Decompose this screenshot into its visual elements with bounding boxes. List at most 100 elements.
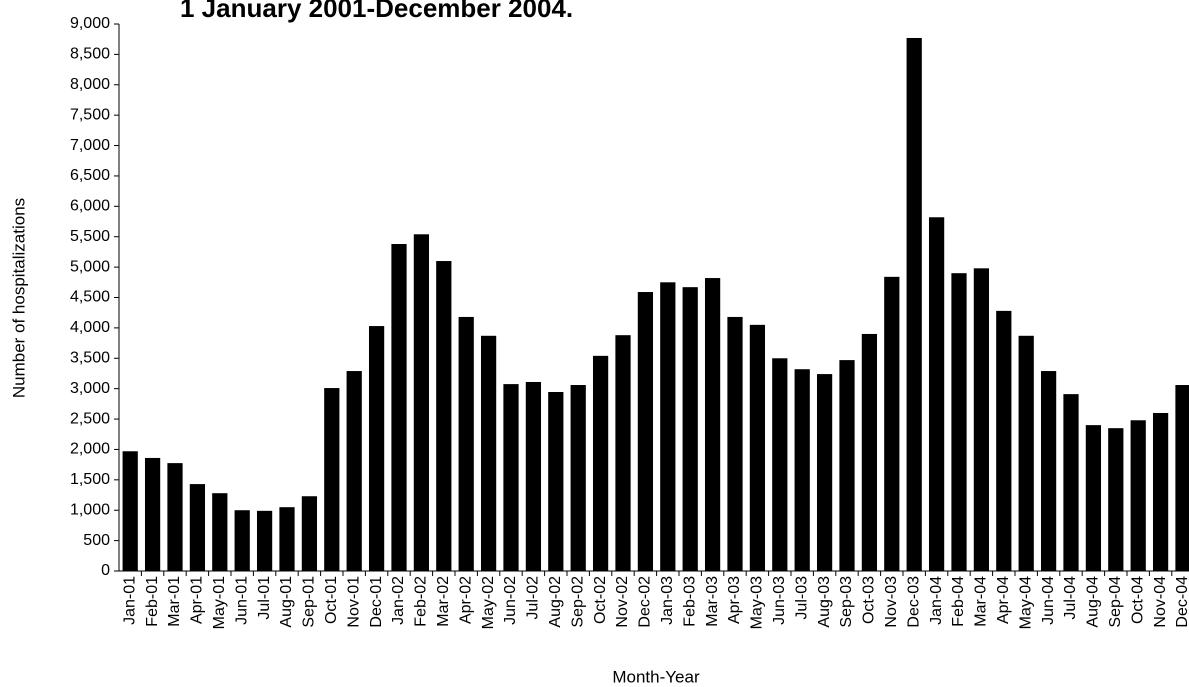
y-tick-label: 3,500 bbox=[70, 349, 110, 366]
x-tick-label: May-04 bbox=[1017, 576, 1034, 629]
x-tick-label: Jan-02 bbox=[390, 576, 407, 625]
x-tick-label: Jul-02 bbox=[525, 576, 542, 620]
y-tick-label: 4,000 bbox=[70, 319, 110, 336]
x-tick-label: Jun-04 bbox=[1040, 576, 1057, 625]
bar bbox=[704, 278, 721, 571]
x-tick-label: Oct-04 bbox=[1129, 576, 1146, 624]
x-tick-label: Aug-01 bbox=[278, 576, 295, 628]
y-tick-label: 7,000 bbox=[70, 137, 110, 154]
x-tick-label: Sep-03 bbox=[838, 576, 855, 628]
x-tick-label: Sep-01 bbox=[301, 576, 318, 628]
y-tick-label: 2,000 bbox=[70, 441, 110, 458]
y-tick-label: 4,500 bbox=[70, 289, 110, 306]
bar bbox=[413, 234, 430, 571]
x-axis-label: Month-Year bbox=[612, 667, 700, 686]
bar bbox=[906, 37, 922, 572]
bar bbox=[637, 292, 654, 571]
y-tick-label: 500 bbox=[83, 532, 110, 549]
bar bbox=[928, 217, 945, 572]
y-tick-label: 7,500 bbox=[70, 106, 110, 123]
y-tick-label: 1,500 bbox=[70, 471, 110, 488]
bar bbox=[660, 282, 676, 571]
bar bbox=[727, 316, 743, 571]
bar bbox=[1085, 425, 1102, 571]
y-axis-label: Number of hospitalizations bbox=[9, 198, 28, 398]
x-tick-label: Mar-04 bbox=[973, 576, 990, 627]
bar bbox=[480, 335, 497, 571]
bar bbox=[122, 451, 138, 571]
x-tick-label: Apr-02 bbox=[457, 576, 474, 624]
bar bbox=[1130, 420, 1146, 571]
bar bbox=[346, 371, 362, 571]
bar bbox=[144, 457, 161, 571]
x-tick-label: Feb-04 bbox=[950, 576, 967, 627]
x-tick-label: Aug-04 bbox=[1085, 576, 1102, 628]
x-tick-label: May-02 bbox=[480, 576, 497, 629]
bar bbox=[682, 287, 698, 571]
y-tick-label: 8,000 bbox=[70, 76, 110, 93]
x-tick-label: Jun-01 bbox=[233, 576, 250, 625]
bar bbox=[368, 326, 385, 571]
y-tick-label: 6,000 bbox=[70, 198, 110, 215]
bar bbox=[951, 273, 967, 571]
x-tick-label: May-01 bbox=[211, 576, 228, 629]
bar bbox=[548, 392, 564, 571]
bar bbox=[525, 381, 542, 571]
x-tick-label: Nov-03 bbox=[883, 576, 900, 628]
x-tick-label: Dec-04 bbox=[1174, 576, 1189, 628]
y-tick-label: 0 bbox=[101, 562, 110, 579]
x-tick-label: Feb-01 bbox=[144, 576, 161, 627]
bar bbox=[458, 316, 474, 571]
bar bbox=[189, 484, 206, 571]
x-tick-label: Apr-04 bbox=[995, 576, 1012, 624]
x-tick-label: Jul-04 bbox=[1062, 576, 1079, 620]
bar bbox=[279, 507, 295, 571]
x-tick-label: Jan-01 bbox=[121, 576, 138, 625]
bar bbox=[167, 463, 183, 571]
bar bbox=[615, 335, 631, 571]
x-tick-label: Jan-03 bbox=[659, 576, 676, 625]
bar bbox=[861, 333, 878, 571]
bar bbox=[884, 276, 900, 571]
x-tick-label: May-03 bbox=[749, 576, 766, 629]
x-tick-label: Oct-02 bbox=[592, 576, 609, 624]
y-tick-label: 3,000 bbox=[70, 380, 110, 397]
x-tick-label: Dec-01 bbox=[368, 576, 385, 628]
x-tick-label: Nov-04 bbox=[1152, 576, 1169, 628]
x-tick-label: Sep-02 bbox=[569, 576, 586, 628]
x-tick-label: Mar-02 bbox=[435, 576, 452, 627]
bar bbox=[1018, 335, 1034, 571]
chart-title: 1 January 2001-December 2004. bbox=[180, 0, 573, 23]
x-tick-label: Feb-02 bbox=[413, 576, 430, 627]
x-tick-label: Dec-03 bbox=[905, 576, 922, 628]
bar bbox=[772, 358, 788, 571]
y-tick-label: 8,500 bbox=[70, 46, 110, 63]
bar bbox=[1063, 394, 1079, 571]
x-tick-label: Apr-03 bbox=[726, 576, 743, 624]
bar bbox=[839, 360, 855, 571]
bar bbox=[234, 510, 250, 571]
bar bbox=[301, 496, 318, 571]
x-tick-label: Jul-03 bbox=[793, 576, 810, 620]
bar bbox=[749, 324, 766, 571]
x-tick-label: Nov-02 bbox=[614, 576, 631, 628]
bar bbox=[1175, 385, 1189, 571]
bar bbox=[592, 355, 609, 571]
x-tick-label: Dec-02 bbox=[637, 576, 654, 628]
bar bbox=[973, 268, 990, 571]
x-tick-label: Jan-04 bbox=[928, 576, 945, 625]
x-tick-label: Nov-01 bbox=[345, 576, 362, 628]
bar bbox=[996, 310, 1012, 571]
bar bbox=[256, 510, 273, 571]
y-tick-label: 1,000 bbox=[70, 501, 110, 518]
bar bbox=[794, 369, 810, 571]
y-tick-label: 5,000 bbox=[70, 258, 110, 275]
bar bbox=[1108, 428, 1124, 571]
x-tick-label: Aug-02 bbox=[547, 576, 564, 628]
bar bbox=[570, 385, 586, 571]
x-tick-label: Jul-01 bbox=[256, 576, 273, 620]
x-tick-label: Jun-02 bbox=[502, 576, 519, 625]
bar bbox=[1152, 412, 1169, 571]
x-tick-label: Jun-03 bbox=[771, 576, 788, 625]
